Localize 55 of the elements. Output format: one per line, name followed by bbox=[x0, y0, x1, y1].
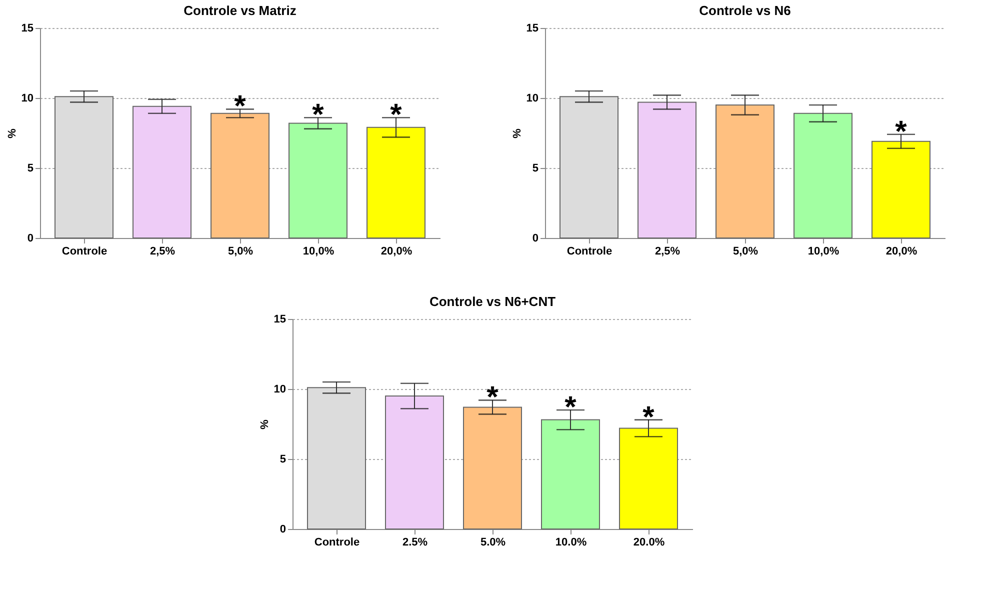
bar bbox=[560, 96, 618, 238]
x-tick-label: 2,5% bbox=[654, 246, 680, 258]
y-tick-label: 5 bbox=[280, 454, 286, 466]
y-tick-label: 0 bbox=[280, 524, 286, 536]
x-tick-label: 20,0% bbox=[886, 246, 918, 258]
bar bbox=[619, 428, 678, 530]
x-tick-label: 5,0% bbox=[732, 246, 758, 258]
y-tick-label: 10 bbox=[274, 384, 286, 396]
x-tick-label: Controle bbox=[566, 246, 612, 258]
annotation: * bbox=[895, 115, 908, 148]
bar bbox=[638, 102, 696, 238]
bar bbox=[288, 122, 348, 238]
annotation: * bbox=[642, 400, 655, 434]
bar bbox=[385, 396, 444, 530]
annotation: * bbox=[234, 90, 246, 124]
y-tick-label: 15 bbox=[526, 22, 538, 34]
bar bbox=[541, 419, 600, 530]
y-tick-label: 15 bbox=[274, 314, 286, 326]
bar bbox=[54, 96, 114, 238]
y-tick-label: 10 bbox=[21, 92, 34, 104]
annotation: * bbox=[312, 98, 324, 132]
bar bbox=[716, 104, 774, 238]
y-tick-label: 0 bbox=[27, 232, 34, 244]
x-tick-label: Controle bbox=[314, 536, 360, 548]
y-axis-title: % bbox=[258, 419, 271, 430]
x-tick-label: Controle bbox=[62, 246, 108, 258]
x-tick-label: 20.0% bbox=[633, 536, 665, 548]
x-tick-label: 10.0% bbox=[555, 536, 587, 548]
chart-title: Controle vs N6+CNT bbox=[429, 294, 556, 309]
x-tick-label: 5,0% bbox=[228, 246, 254, 258]
bar bbox=[132, 106, 192, 238]
x-tick-label: 20,0% bbox=[380, 246, 412, 258]
bar bbox=[872, 140, 930, 238]
x-tick-label: 2,5% bbox=[150, 246, 176, 258]
y-axis-title: % bbox=[6, 128, 18, 138]
bar bbox=[794, 112, 852, 238]
y-tick-label: 15 bbox=[21, 22, 34, 34]
bar bbox=[463, 406, 522, 530]
y-tick-label: 5 bbox=[532, 162, 538, 174]
y-tick-label: 10 bbox=[526, 92, 538, 104]
annotation: * bbox=[390, 98, 402, 132]
chart-title: Controle vs Matriz bbox=[184, 3, 297, 18]
x-tick-label: 10,0% bbox=[808, 246, 840, 258]
bar bbox=[307, 387, 366, 530]
x-tick-label: 10,0% bbox=[302, 246, 334, 258]
bar bbox=[366, 126, 426, 238]
annotation: * bbox=[486, 381, 499, 414]
y-tick-label: 5 bbox=[27, 162, 34, 174]
bar bbox=[210, 112, 270, 238]
y-axis-title: % bbox=[511, 128, 524, 138]
x-tick-label: 5.0% bbox=[480, 536, 506, 548]
annotation: * bbox=[564, 391, 577, 424]
chart-title: Controle vs N6 bbox=[699, 3, 791, 18]
x-tick-label: 2.5% bbox=[402, 536, 428, 548]
y-tick-label: 0 bbox=[532, 232, 538, 244]
